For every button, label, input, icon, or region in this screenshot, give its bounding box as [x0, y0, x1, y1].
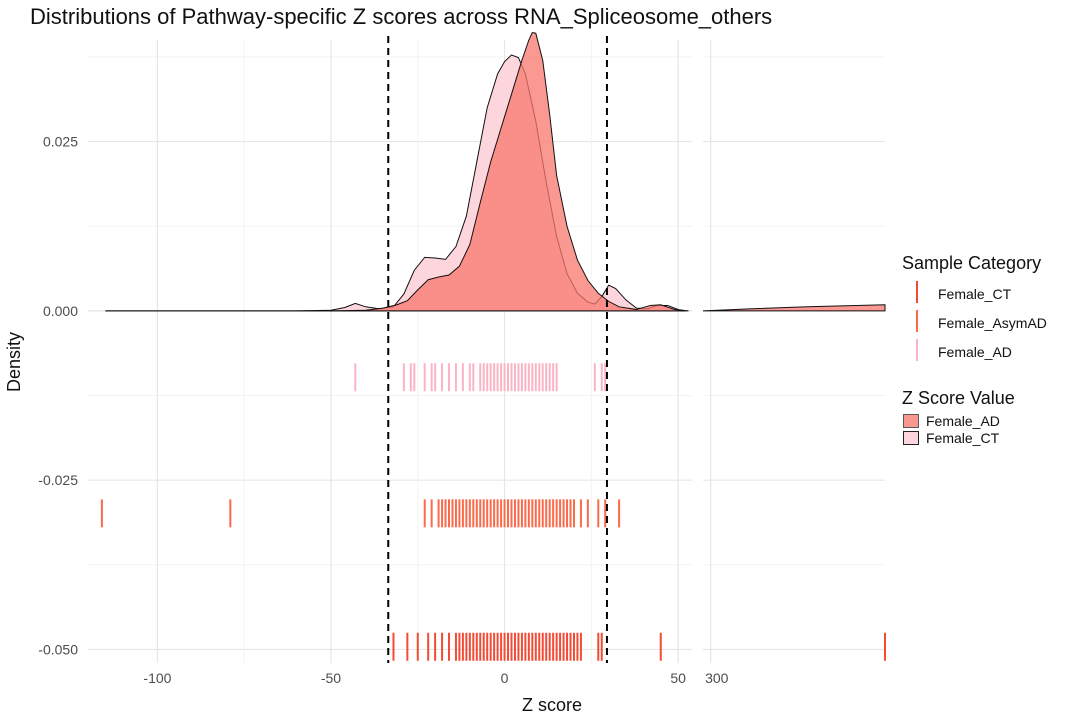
legend-z-score-value: Z Score Value Female_AD Female_CT [902, 388, 1015, 447]
y-tick-label: -0.050 [38, 641, 78, 657]
legend-swatch [903, 414, 919, 428]
legend-label: Female_AD [938, 344, 1012, 360]
legend-swatch [916, 281, 918, 303]
legend-item: Female_AsymAD [902, 309, 1047, 338]
legend-swatch [903, 431, 919, 445]
x-tick-label: -50 [321, 670, 341, 686]
legend-item: Female_AD [902, 338, 1041, 367]
density-Female_CT [105, 54, 686, 312]
legend-label: Female_CT [926, 430, 1000, 446]
chart-title: Distributions of Pathway-specific Z scor… [30, 4, 773, 29]
y-tick-label: 0.000 [43, 303, 78, 319]
x-tick-label: 0 [501, 670, 509, 686]
legend-item: Female_AD [902, 413, 1015, 430]
legend-label: Female_AsymAD [938, 315, 1047, 331]
legend-z-score-title: Z Score Value [902, 388, 1015, 408]
y-tick-label: -0.025 [38, 472, 78, 488]
legend-item: Female_CT [902, 430, 1015, 447]
legend-label: Female_CT [938, 286, 1012, 302]
legend-swatch [916, 310, 918, 332]
rug-marks [100, 363, 886, 661]
density-Female_AD [105, 31, 689, 312]
legend-item: Female_CT [902, 280, 1041, 309]
density-areas [105, 31, 886, 312]
x-axis-label: Z score [522, 695, 582, 715]
y-axis-label: Density [4, 332, 24, 392]
x-tick-label: 50 [670, 670, 686, 686]
legend-label: Female_AD [926, 413, 1000, 429]
legend-sample-category: Sample Category Female_CT Female_AsymAD … [902, 253, 1047, 367]
legend-swatch [916, 339, 918, 361]
tick-labels: 0.025 0.000 -0.025 -0.050 -100 -50 0 50 300 [38, 134, 728, 686]
x-tick-label: -100 [143, 670, 171, 686]
legend-sample-category-title: Sample Category [902, 253, 1042, 273]
threshold-lines [387, 36, 608, 663]
y-tick-label: 0.025 [43, 134, 78, 150]
density-Female_AD_tail [702, 304, 886, 312]
grid [88, 40, 885, 663]
x-tick-label: 300 [705, 670, 729, 686]
